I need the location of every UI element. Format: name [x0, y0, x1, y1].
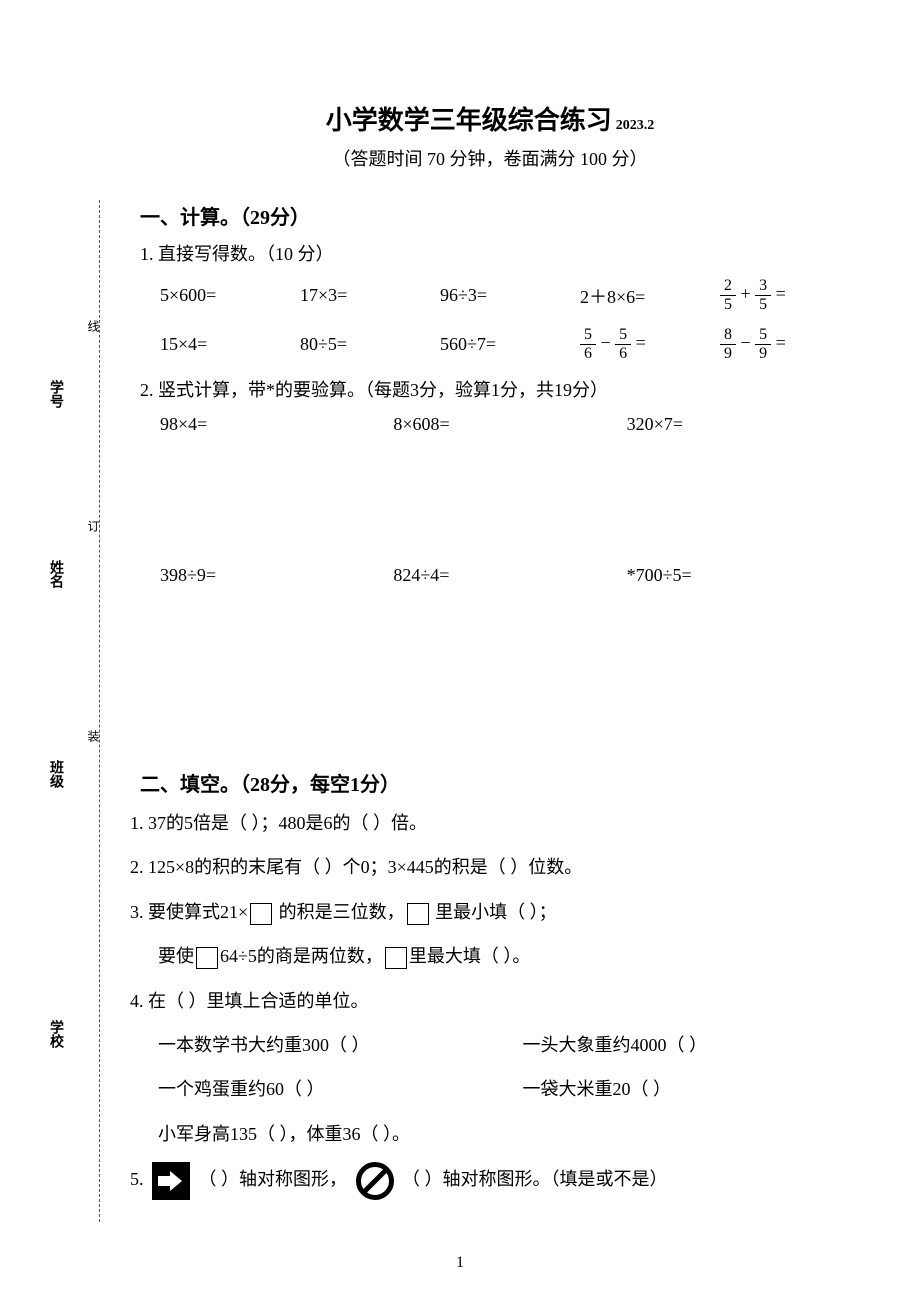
fill-q3b: 要使 64÷5的商是两位数， 里最大填（ ）。: [158, 940, 860, 972]
text: 一本数学书大约重300（ ）: [158, 1029, 518, 1061]
section-2-heading: 二、填空。（28分，每空1分）: [140, 768, 860, 797]
calc-item: 824÷4=: [393, 565, 626, 586]
fill-q4-l1: 一本数学书大约重300（ ） 一头大象重约4000（ ）: [158, 1029, 860, 1061]
binding-label-student-id: 学号: [45, 380, 65, 408]
fill-q5: 5. （ ）轴对称图形， （ ）轴对称图形。（填是或不是）: [130, 1162, 860, 1200]
text: 一袋大米重20（ ）: [523, 1079, 672, 1099]
q2-heading: 2. 竖式计算，带*的要验算。（每题3分，验算1分，共19分）: [140, 376, 860, 402]
binding-margin: 学号 姓名 班级 学校 线 订 装: [50, 200, 100, 1222]
frac-den: 5: [755, 296, 771, 313]
blank-box: [250, 903, 272, 925]
fill-q1: 1. 37的5倍是（ ）；480是6的（ ）倍。: [130, 807, 860, 839]
exam-date: 2023.2: [616, 118, 655, 133]
calc-item: 2＋8×6=: [580, 283, 720, 309]
text: 里最小填（ ）；: [431, 902, 557, 922]
calc-item: 15×4=: [160, 334, 300, 355]
vertical-calc-row-1: 98×4= 8×608= 320×7=: [160, 414, 860, 435]
text: （ ）轴对称图形，: [199, 1169, 348, 1189]
blank-box: [385, 947, 407, 969]
q1-heading: 1. 直接写得数。（10 分）: [140, 240, 860, 266]
calc-row-2: 15×4= 80÷5= 560÷7= 56 − 56 = 89 − 59 =: [160, 327, 860, 362]
text: （ ）轴对称图形。（填是或不是）: [402, 1169, 668, 1189]
text: 一个鸡蛋重约60（ ）: [158, 1073, 518, 1105]
frac-den: 6: [615, 345, 631, 362]
binding-sub-1: 线: [85, 320, 102, 332]
text: 要使: [158, 946, 194, 966]
frac-num: 5: [755, 327, 771, 345]
exam-subtitle: （答题时间 70 分钟，卷面满分 100 分）: [120, 145, 860, 171]
calc-item: 98×4=: [160, 414, 393, 435]
work-space: [120, 435, 860, 565]
fill-q3a: 3. 要使算式21× 的积是三位数， 里最小填（ ）；: [130, 896, 860, 928]
frac-num: 5: [615, 327, 631, 345]
calc-item: 560÷7=: [440, 334, 580, 355]
text: 一头大象重约4000（ ）: [523, 1035, 708, 1055]
frac-op: −: [601, 333, 611, 353]
fill-q4-l2: 一个鸡蛋重约60（ ） 一袋大米重20（ ）: [158, 1073, 860, 1105]
page-number: 1: [456, 1254, 464, 1272]
calc-item-frac: 56 − 56 =: [580, 327, 720, 362]
exam-header: 小学数学三年级综合练习 2023.2: [120, 100, 860, 137]
prohibit-sign-icon: [356, 1162, 394, 1200]
fill-q2: 2. 125×8的积的末尾有（ ）个0；3×445的积是（ ）位数。: [130, 851, 860, 883]
binding-label-school: 学校: [45, 1020, 65, 1048]
frac-op: +: [741, 284, 751, 304]
frac-op: −: [741, 333, 751, 353]
text: 5.: [130, 1169, 144, 1189]
frac-den: 6: [580, 345, 596, 362]
text: 的积是三位数，: [274, 902, 405, 922]
calc-item-frac: 89 − 59 =: [720, 327, 860, 362]
vertical-calc-row-2: 398÷9= 824÷4= *700÷5=: [160, 565, 860, 586]
binding-sub-2: 订: [85, 520, 102, 532]
frac-num: 2: [720, 278, 736, 296]
frac-num: 8: [720, 327, 736, 345]
calc-row-1: 5×600= 17×3= 96÷3= 2＋8×6= 25 + 35 =: [160, 278, 860, 313]
frac-den: 5: [720, 296, 736, 313]
frac-den: 9: [755, 345, 771, 362]
calc-item: 17×3=: [300, 285, 440, 306]
binding-label-name: 姓名: [45, 560, 65, 588]
calc-item: 8×608=: [393, 414, 626, 435]
text: 3. 要使算式21×: [130, 902, 248, 922]
binding-sub-3: 装: [85, 730, 102, 742]
calc-item: 398÷9=: [160, 565, 393, 586]
calc-item: 96÷3=: [440, 285, 580, 306]
binding-label-class: 班级: [45, 760, 65, 788]
section-1-heading: 一、计算。（29分）: [140, 201, 860, 230]
calc-item: *700÷5=: [627, 565, 860, 586]
calc-item: 5×600=: [160, 285, 300, 306]
frac-num: 3: [755, 278, 771, 296]
fill-q4-heading: 4. 在（ ）里填上合适的单位。: [130, 985, 860, 1017]
fill-q4-l3: 小军身高135（ ），体重36（ ）。: [158, 1118, 860, 1150]
calc-item-frac: 25 + 35 =: [720, 278, 860, 313]
blank-box: [407, 903, 429, 925]
frac-num: 5: [580, 327, 596, 345]
calc-item: 320×7=: [627, 414, 860, 435]
frac-den: 9: [720, 345, 736, 362]
text: 64÷5的商是两位数，: [220, 946, 383, 966]
arrow-sign-icon: [152, 1162, 190, 1200]
calc-item: 80÷5=: [300, 334, 440, 355]
blank-box: [196, 947, 218, 969]
text: 里最大填（ ）。: [409, 946, 531, 966]
exam-title: 小学数学三年级综合练习: [326, 106, 612, 135]
work-space: [120, 586, 860, 756]
